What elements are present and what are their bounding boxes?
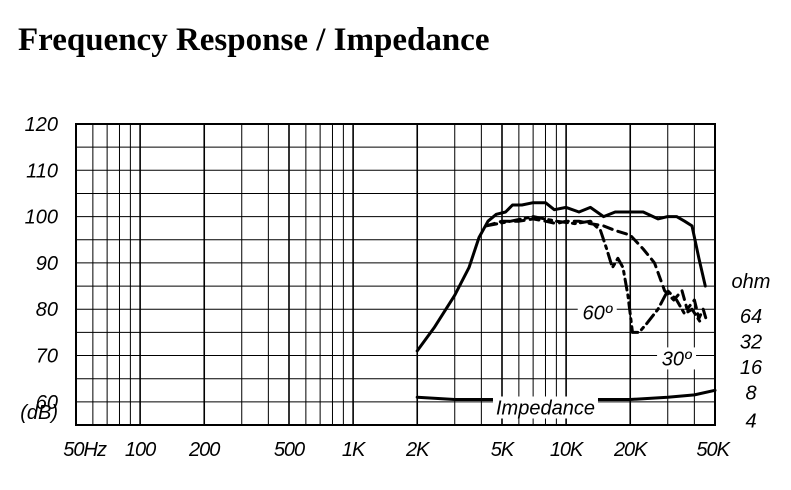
x-tick-label: 50Hz <box>63 439 107 461</box>
x-tick-label: 100 <box>125 439 156 461</box>
series-line-impedance <box>415 388 717 401</box>
x-tick-label: 20K <box>613 439 649 461</box>
x-tick-label: 1K <box>342 439 367 461</box>
annotation-label: 60º <box>582 303 613 325</box>
series-line-30deg <box>484 217 709 325</box>
y-tick-label: 80 <box>36 299 58 321</box>
annotation-bg <box>657 347 697 370</box>
impedance-tick-label: 8 <box>745 383 756 405</box>
impedance-tick-label: 32 <box>740 332 762 354</box>
x-tick-label: 2K <box>405 439 431 461</box>
y-tick-label: 70 <box>36 346 58 368</box>
y-tick-label: 120 <box>25 114 58 136</box>
annotation-bg <box>492 396 598 419</box>
chart-title: Frequency Response / Impedance <box>18 22 490 58</box>
annotation-label: Impedance <box>496 397 595 419</box>
series-line-0deg <box>415 201 707 353</box>
y-tick-label: 90 <box>36 253 58 275</box>
grid <box>76 124 715 425</box>
impedance-unit-label: ohm <box>732 271 771 293</box>
plot-frame <box>75 123 716 426</box>
y-tick-label: 100 <box>25 207 58 229</box>
y-tick-label: 60 <box>36 392 58 414</box>
x-tick-label: 200 <box>188 439 220 461</box>
impedance-tick-label: 64 <box>740 306 762 328</box>
series-line-60deg <box>484 215 703 334</box>
x-tick-label: 5K <box>491 439 516 461</box>
impedance-tick-label: 16 <box>740 357 763 379</box>
annotation-bg <box>577 301 617 324</box>
impedance-tick-label: 4 <box>745 410 756 432</box>
x-tick-label: 500 <box>274 439 305 461</box>
y-unit-label: (dB) <box>20 402 58 424</box>
annotation-label: 30º <box>662 348 693 370</box>
x-tick-label: 50K <box>696 439 731 461</box>
x-tick-label: 10K <box>550 439 585 461</box>
y-tick-label: 110 <box>26 160 58 182</box>
